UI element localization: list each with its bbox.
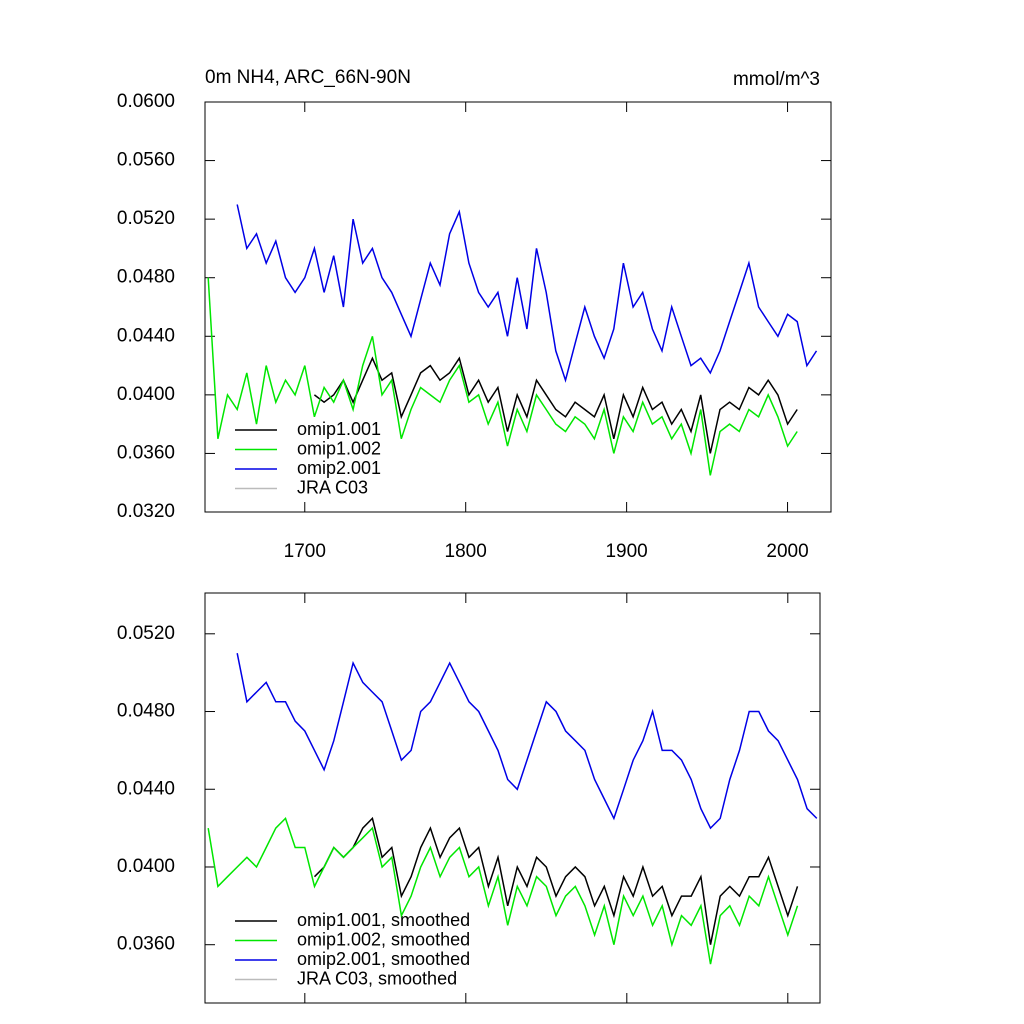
legend-label: omip1.001, smoothed bbox=[297, 910, 470, 930]
y-tick-label: 0.0520 bbox=[117, 623, 175, 644]
chart-title: 0m NH4, ARC_66N-90N bbox=[205, 67, 411, 88]
y-tick-label: 0.0440 bbox=[117, 325, 175, 346]
y-tick-label: 0.0360 bbox=[117, 442, 175, 463]
legend-label: omip2.001, smoothed bbox=[297, 949, 470, 969]
series-line bbox=[313, 356, 798, 454]
plot-frame bbox=[204, 592, 821, 1004]
series-line bbox=[207, 817, 799, 965]
y-tick-label: 0.0600 bbox=[117, 91, 175, 112]
legend-label: omip1.002, smoothed bbox=[297, 929, 470, 949]
y-tick-label: 0.0520 bbox=[117, 208, 175, 229]
legend-label: omip1.002 bbox=[297, 438, 381, 458]
y-tick-label: 0.0560 bbox=[117, 150, 175, 171]
x-tick-label: 1800 bbox=[445, 541, 487, 562]
y-tick-label: 0.0480 bbox=[117, 267, 175, 288]
legend-label: JRA C03 bbox=[297, 477, 368, 497]
series-line bbox=[207, 277, 798, 476]
y-tick-label: 0.0480 bbox=[117, 701, 175, 722]
legend-label: omip2.001 bbox=[297, 458, 381, 478]
series-line bbox=[236, 653, 818, 830]
x-tick-label: 1900 bbox=[605, 541, 647, 562]
y-tick-label: 0.0400 bbox=[117, 384, 175, 405]
legend-label: omip1.001 bbox=[297, 419, 381, 439]
y-tick-label: 0.0400 bbox=[117, 856, 175, 877]
y-tick-label: 0.0440 bbox=[117, 778, 175, 799]
y-tick-label: 0.0320 bbox=[117, 501, 175, 522]
series-line bbox=[236, 204, 818, 383]
y-tick-label: 0.0360 bbox=[117, 934, 175, 955]
x-tick-label: 1700 bbox=[284, 541, 326, 562]
series-line bbox=[313, 816, 799, 945]
plot-frame bbox=[204, 101, 832, 513]
x-tick-label: 2000 bbox=[766, 541, 808, 562]
legend-label: JRA C03, smoothed bbox=[297, 968, 457, 988]
units-label: mmol/m^3 bbox=[733, 69, 820, 90]
